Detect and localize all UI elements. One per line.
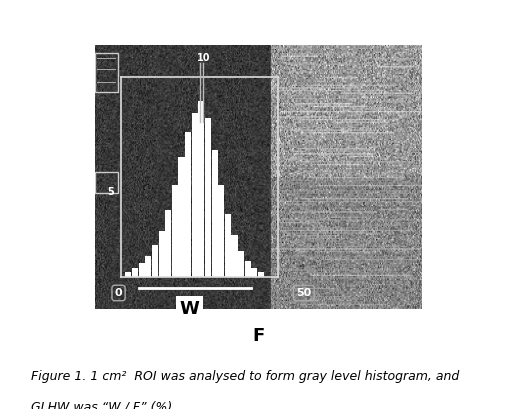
Bar [152, 245, 158, 277]
Bar [218, 185, 224, 277]
Text: W: W [180, 299, 200, 317]
Bar [198, 101, 205, 277]
Bar [258, 272, 264, 277]
Bar [172, 185, 178, 277]
Bar [139, 263, 145, 277]
Bar [95, 172, 118, 193]
Bar [192, 113, 198, 277]
Bar [165, 210, 171, 277]
Bar [212, 150, 217, 277]
Text: 50: 50 [296, 288, 311, 298]
Text: 10: 10 [197, 53, 210, 63]
Bar [145, 256, 151, 277]
Bar [238, 251, 244, 277]
Text: 0: 0 [115, 288, 122, 298]
Text: Figure 1. 1 cm²  ROI was analysed to form gray level histogram, and: Figure 1. 1 cm² ROI was analysed to form… [31, 370, 459, 383]
Bar [132, 268, 138, 277]
Bar [125, 272, 132, 277]
Bar [205, 118, 211, 277]
Text: 5: 5 [108, 187, 115, 198]
Bar [158, 231, 164, 277]
Text: F: F [252, 327, 264, 345]
Bar [95, 53, 118, 92]
Bar [225, 213, 231, 277]
Bar [251, 268, 258, 277]
Bar [178, 157, 185, 277]
Bar [245, 261, 251, 277]
Bar [185, 133, 191, 277]
Text: GLHW was “W / F” (%).: GLHW was “W / F” (%). [31, 401, 176, 409]
Bar [231, 235, 237, 277]
